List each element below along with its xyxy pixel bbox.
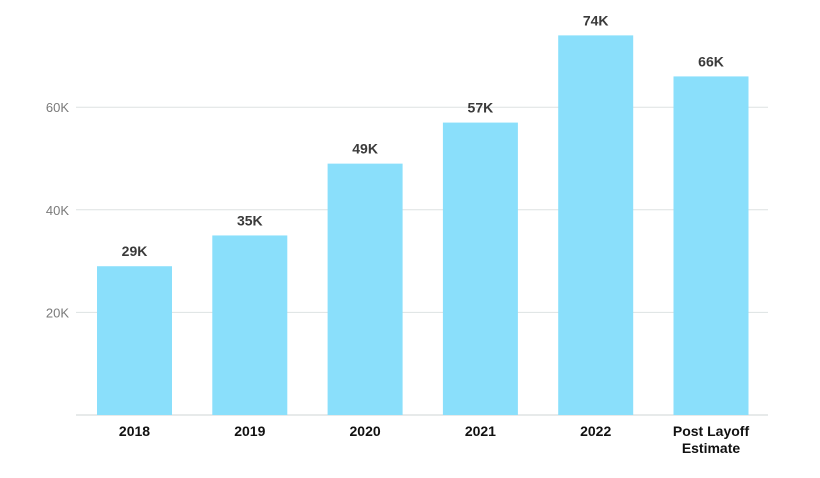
y-tick-label: 40K bbox=[46, 203, 69, 218]
x-tick-label: Estimate bbox=[682, 440, 741, 456]
x-tick-label: 2020 bbox=[350, 423, 381, 439]
data-label: 57K bbox=[468, 100, 494, 116]
bar bbox=[673, 76, 749, 416]
bar bbox=[212, 235, 288, 415]
x-tick-label: 2021 bbox=[465, 423, 496, 439]
data-label: 49K bbox=[352, 141, 378, 157]
data-label: 66K bbox=[698, 53, 724, 69]
bar bbox=[442, 122, 518, 415]
data-label: 35K bbox=[237, 212, 263, 228]
x-tick-label: 2022 bbox=[580, 423, 611, 439]
x-tick-label: 2019 bbox=[234, 423, 265, 439]
bar bbox=[558, 35, 634, 415]
bar bbox=[97, 266, 172, 415]
x-tick-label: 2018 bbox=[119, 423, 150, 439]
y-tick-label: 60K bbox=[46, 100, 69, 115]
data-label: 29K bbox=[122, 243, 148, 259]
y-tick-label: 20K bbox=[46, 305, 69, 320]
x-tick-label: Post Layoff bbox=[673, 423, 750, 439]
bar bbox=[327, 163, 403, 415]
data-label: 74K bbox=[583, 12, 609, 28]
